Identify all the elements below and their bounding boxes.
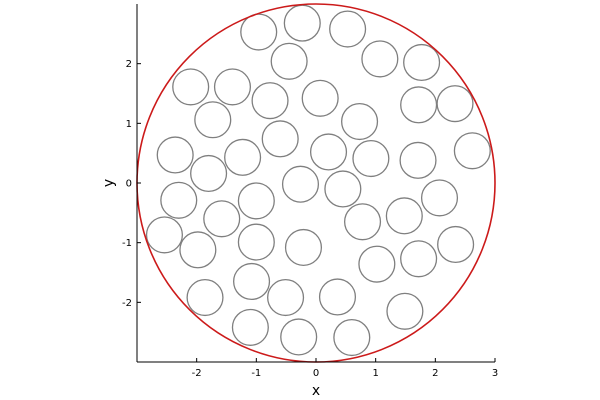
data-circle-45 [333,318,371,357]
data-circle-9 [251,82,289,120]
data-circle-44 [280,318,318,356]
plot-area [136,3,496,363]
y-tick-label: -2 [122,298,132,309]
data-circle-24 [324,170,362,208]
data-circle-6 [270,42,308,80]
data-circle-26 [237,182,275,220]
data-circle-40 [267,279,305,317]
y-tick-label: 1 [126,119,132,130]
data-circle-5 [403,43,441,82]
data-circle-20 [399,141,437,179]
x-tick-label: -1 [251,368,261,379]
data-circle-30 [385,197,423,235]
x-tick-label: 0 [313,368,319,379]
data-circle-31 [145,216,183,254]
data-circle-16 [156,136,194,174]
data-circle-3 [329,10,367,48]
data-circle-12 [436,85,474,123]
x-tick-label: -2 [192,368,202,379]
data-circle-35 [358,245,396,283]
data-circle-25 [160,181,198,219]
data-circle-37 [437,225,475,264]
y-axis-label: y [101,179,117,187]
data-circle-13 [194,101,232,139]
data-circle-27 [420,179,459,217]
x-axis-ticks: -2 -1 0 1 2 3 [192,358,498,379]
y-tick-label: -1 [122,238,132,249]
data-circle-10 [301,79,339,117]
data-circle-38 [233,262,271,301]
data-circle-4 [361,40,399,78]
y-tick-label: 2 [126,59,132,70]
data-circle-17 [224,138,262,176]
data-circle-8 [213,68,252,106]
data-circle-15 [261,120,299,158]
data-circle-1 [240,13,278,51]
data-circle-39 [186,279,224,317]
data-circle-33 [237,223,275,261]
y-axis-ticks: -2 -1 0 1 2 [122,59,141,309]
packed-circles [145,4,491,357]
data-circle-2 [283,4,321,42]
data-circle-43 [231,308,269,346]
y-tick-label: 0 [126,179,132,190]
data-circle-7 [172,68,210,106]
data-circle-23 [281,165,320,203]
x-tick-label: 3 [492,368,498,379]
data-circle-19 [352,139,390,178]
data-circle-14 [341,102,379,141]
x-tick-label: 2 [432,368,438,379]
data-circle-21 [453,132,491,170]
data-circle-28 [203,200,241,238]
x-tick-label: 1 [372,368,378,379]
data-circle-22 [190,154,228,193]
data-circle-18 [309,133,348,171]
x-axis-label: x [312,383,320,399]
data-circle-36 [400,240,438,278]
data-circle-34 [284,228,323,266]
data-circle-29 [343,203,382,241]
data-circle-42 [386,292,424,330]
data-circle-11 [400,86,438,124]
data-circle-41 [318,278,357,316]
data-circle-32 [179,231,217,269]
